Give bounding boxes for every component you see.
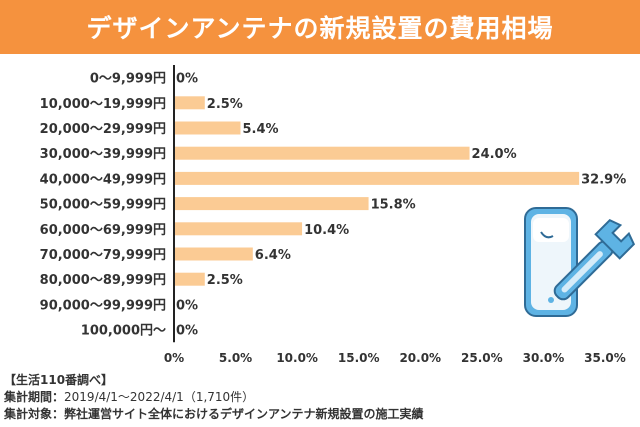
- category-label: 20,000～29,999円: [40, 122, 166, 137]
- period-separator: ：: [52, 390, 65, 404]
- bar: [174, 197, 369, 211]
- x-tick-label: 30.0%: [523, 351, 565, 365]
- design-antenna-icon: [524, 207, 578, 317]
- bar: [174, 121, 241, 135]
- x-tick-label: 5.0%: [219, 351, 252, 365]
- value-label: 2.5%: [207, 97, 243, 112]
- x-tick-label: 20.0%: [399, 351, 441, 365]
- bar: [174, 96, 205, 110]
- bar: [174, 247, 253, 261]
- category-label: 90,000～99,999円: [40, 298, 166, 313]
- target-note: 集計対象：弊社運営サイト全体におけるデザインアンテナ新規設置の施工実績: [4, 406, 424, 423]
- value-label: 10.4%: [304, 223, 349, 238]
- period-label: 集計期間: [4, 390, 53, 404]
- category-label: 40,000～49,999円: [40, 172, 166, 187]
- category-label: 10,000～19,999円: [40, 97, 166, 112]
- value-label: 32.9%: [581, 172, 626, 187]
- category-label: 30,000～39,999円: [40, 147, 166, 162]
- value-label: 0%: [176, 324, 198, 339]
- chart-title: デザインアンテナの新規設置の費用相場: [86, 14, 554, 43]
- x-tick-label: 25.0%: [461, 351, 503, 365]
- x-tick-label: 35.0%: [584, 351, 626, 365]
- antenna-illustration: [524, 207, 636, 317]
- footer-notes: 【生活110番調べ】 集計期間：2019/4/1～2022/4/1（1,710件…: [4, 372, 424, 423]
- x-tick-label: 0%: [164, 351, 184, 365]
- bar: [174, 222, 303, 236]
- x-tick-labels: 0% 5.0% 10.0% 15.0% 20.0% 25.0% 30.0% 35.0%: [164, 351, 626, 365]
- value-label: 5.4%: [242, 122, 278, 137]
- bar: [174, 272, 205, 286]
- value-label: 15.8%: [371, 198, 416, 213]
- category-label: 80,000～89,999円: [40, 273, 166, 288]
- value-label: 24.0%: [472, 147, 517, 162]
- bars-group: [174, 96, 580, 286]
- value-label: 2.5%: [207, 273, 243, 288]
- x-tick-label: 15.0%: [338, 351, 380, 365]
- category-label: 50,000～59,999円: [40, 198, 166, 213]
- source-note: 【生活110番調べ】: [4, 373, 114, 387]
- category-label: 70,000～79,999円: [40, 248, 166, 263]
- target-value: 弊社運営サイト全体におけるデザインアンテナ新規設置の施工実績: [64, 407, 424, 421]
- period-value: 2019/4/1～2022/4/1（1,710件）: [64, 390, 255, 404]
- period-note: 集計期間：2019/4/1～2022/4/1（1,710件）: [4, 389, 424, 406]
- target-label: 集計対象: [4, 407, 53, 421]
- value-label: 0%: [176, 72, 198, 87]
- bar: [174, 146, 470, 160]
- category-label: 60,000～69,999円: [40, 223, 166, 238]
- value-label: 0%: [176, 298, 198, 313]
- value-labels: 0% 2.5% 5.4% 24.0% 32.9% 15.8% 10.4% 6.4% 2.5% 0%…: [176, 72, 626, 339]
- bar: [174, 171, 580, 185]
- title-bar: デザインアンテナの新規設置の費用相場: [0, 0, 640, 54]
- target-separator: ：: [52, 407, 65, 421]
- category-labels: 0～9,999円 10,000～19,999円 20,000～29,999円 30,0…: [40, 72, 166, 339]
- value-label: 6.4%: [255, 248, 291, 263]
- category-label: 100,000円～: [81, 324, 166, 339]
- category-label: 0～9,999円: [90, 72, 166, 87]
- x-tick-label: 10.0%: [276, 351, 318, 365]
- wrench-icon: [553, 218, 636, 301]
